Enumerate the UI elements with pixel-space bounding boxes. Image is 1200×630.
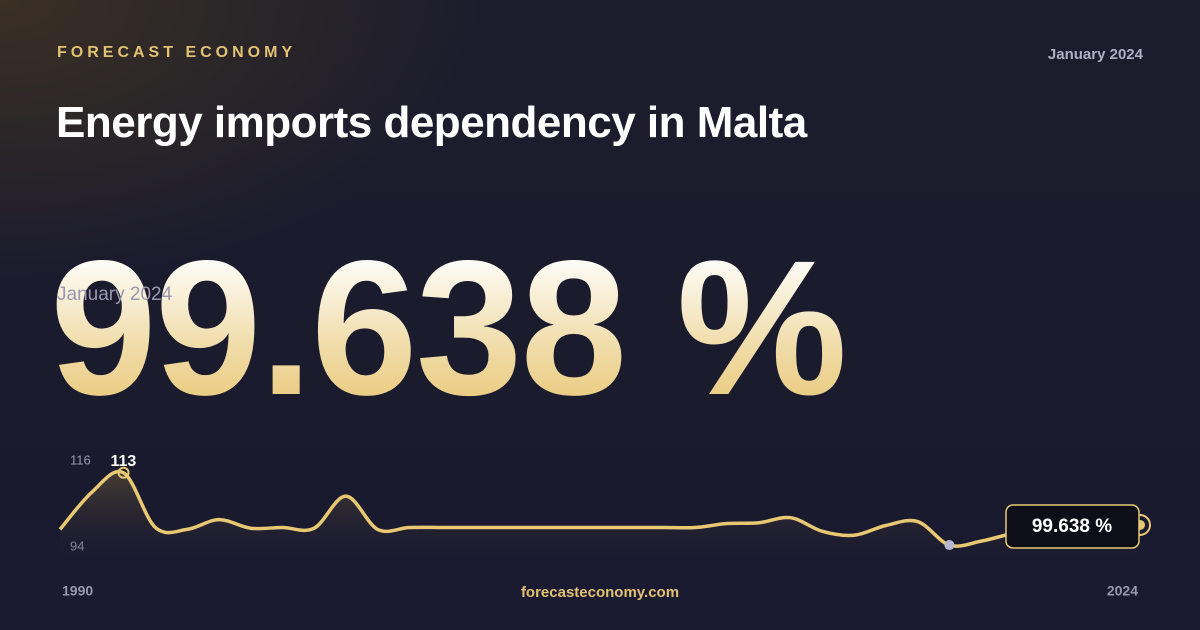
line <box>58 469 1141 548</box>
x-tick-label: 2024 <box>1107 583 1138 599</box>
last-label-box <box>1005 504 1140 549</box>
date: January 2024 <box>1047 46 1143 63</box>
max-label: 113 <box>111 453 137 470</box>
max-marker <box>117 466 130 479</box>
headline-date: January 2024 <box>57 284 173 305</box>
x-tick-label: 1990 <box>62 583 93 599</box>
last-label: 99.638 % <box>1032 516 1112 537</box>
y-tick-label: 116 <box>70 452 91 467</box>
chart-title: Energy imports dependency in Malta <box>56 98 807 147</box>
min-marker <box>944 540 955 551</box>
footer: forecasteconomy.com <box>520 584 680 601</box>
brand: FORECAST ECONOMY <box>57 44 297 61</box>
area <box>60 471 1140 563</box>
headline-value: 99.638 % <box>50 220 847 435</box>
